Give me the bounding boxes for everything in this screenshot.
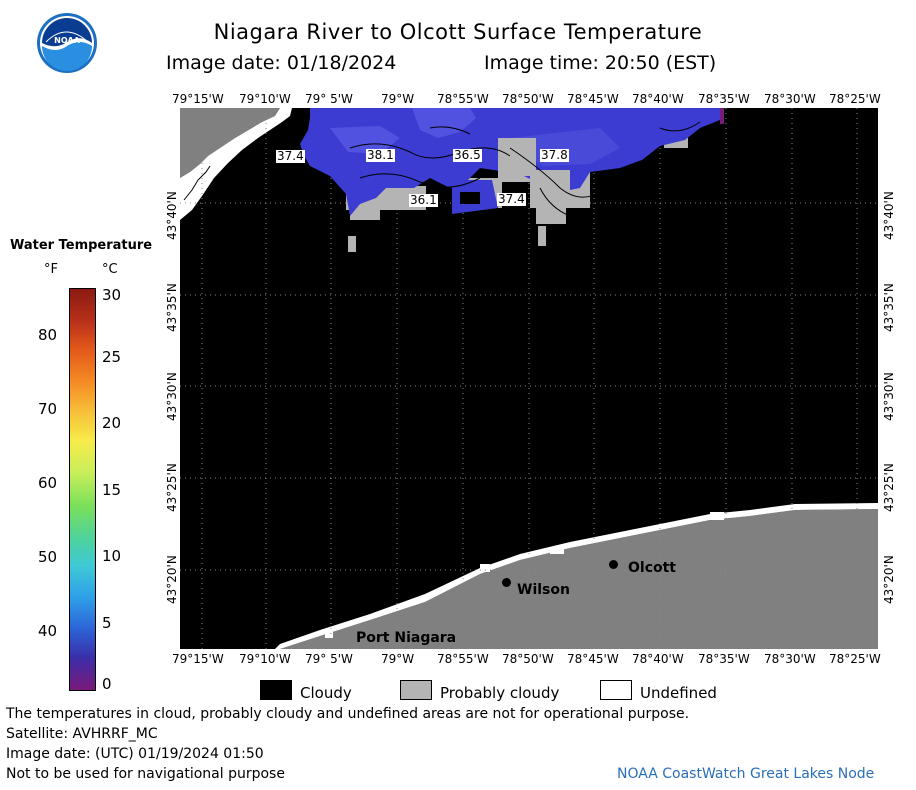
- scale-f-tick: 60: [38, 474, 58, 492]
- footer-satellite: Satellite: AVHRRF_MC: [6, 726, 158, 742]
- legend-swatch-undefined: [600, 680, 632, 700]
- lat-label: 43°30'N: [882, 372, 896, 421]
- temp-label: 38.1: [366, 148, 395, 162]
- lon-label: 79°W: [381, 652, 415, 666]
- lat-label: 43°20'N: [882, 555, 896, 604]
- lon-label: 78°25'W: [829, 92, 881, 106]
- temp-label: 37.4: [497, 192, 526, 206]
- legend-label-cloudy: Cloudy: [300, 684, 352, 702]
- lon-label: 78°30'W: [764, 92, 816, 106]
- lon-label: 79° 5'W: [305, 92, 353, 106]
- lat-label: 43°40'N: [882, 191, 896, 240]
- lon-label: 78°35'W: [698, 652, 750, 666]
- lon-label: 79°15'W: [172, 92, 224, 106]
- lon-label: 79°15'W: [172, 652, 224, 666]
- footer-utc-date: Image date: (UTC) 01/19/2024 01:50: [6, 746, 264, 762]
- scale-f-tick: 40: [38, 622, 58, 640]
- place-wilson: Wilson: [517, 582, 570, 598]
- wilson-marker-icon: [502, 578, 511, 587]
- footer-nav-warning: Not to be used for navigational purpose: [6, 766, 285, 782]
- lon-label: 78°25'W: [829, 652, 881, 666]
- color-scale-bar: [69, 288, 96, 691]
- scale-c-tick: 10: [102, 547, 122, 565]
- lon-label: 79°W: [381, 92, 415, 106]
- image-time: Image time: 20:50 (EST): [484, 52, 717, 74]
- temp-label: 36.1: [409, 193, 438, 207]
- scale-c-tick: 15: [102, 481, 122, 499]
- lat-label: 43°25'N: [165, 463, 179, 512]
- temp-label: 36.5: [453, 148, 482, 162]
- lon-label: 78°40'W: [632, 652, 684, 666]
- lon-label: 78°55'W: [437, 652, 489, 666]
- legend-swatch-cloudy: [260, 680, 292, 700]
- temp-label: 37.4: [276, 149, 305, 163]
- scale-c-tick: 0: [102, 675, 112, 693]
- lon-label: 79°10'W: [239, 92, 291, 106]
- place-olcott: Olcott: [628, 560, 677, 576]
- lat-label: 43°35'N: [882, 283, 896, 332]
- map-title: Niagara River to Olcott Surface Temperat…: [213, 20, 703, 44]
- olcott-marker-icon: [609, 560, 618, 569]
- scale-c-tick: 25: [102, 348, 122, 366]
- lon-label: 78°40'W: [632, 92, 684, 106]
- scale-c-tick: 30: [102, 286, 122, 304]
- legend-label-undefined: Undefined: [640, 684, 717, 702]
- lat-label: 43°25'N: [882, 463, 896, 512]
- temperature-contours: [349, 121, 701, 218]
- lat-label: 43°20'N: [165, 555, 179, 604]
- footer-note: The temperatures in cloud, probably clou…: [6, 706, 690, 722]
- lon-label: 78°45'W: [567, 652, 619, 666]
- scale-unit-f: °F: [44, 262, 58, 277]
- image-date: Image date: 01/18/2024: [166, 52, 397, 74]
- lon-label: 79°10'W: [239, 652, 291, 666]
- scale-c-tick: 5: [102, 614, 112, 632]
- place-port-niagara: Port Niagara: [356, 630, 457, 646]
- lat-label: 43°40'N: [165, 191, 179, 240]
- legend-swatch-probably-cloudy: [400, 680, 432, 700]
- temp-label: 37.8: [540, 148, 569, 162]
- scale-f-tick: 80: [38, 326, 58, 344]
- lon-label: 78°55'W: [437, 92, 489, 106]
- lon-label: 78°45'W: [567, 92, 619, 106]
- noaa-logo: NOAA: [36, 12, 98, 74]
- us-landmass: [275, 503, 878, 649]
- lon-label: 79° 5'W: [305, 652, 353, 666]
- legend-label-probably-cloudy: Probably cloudy: [440, 684, 560, 702]
- lon-label: 78°50'W: [502, 652, 554, 666]
- lat-label: 43°30'N: [165, 372, 179, 421]
- footer-credit: NOAA CoastWatch Great Lakes Node: [617, 766, 875, 782]
- scale-unit-c: °C: [102, 262, 118, 277]
- temperature-map: [180, 108, 878, 649]
- water-temperature-area: [300, 108, 724, 216]
- lon-label: 78°35'W: [698, 92, 750, 106]
- scale-title: Water Temperature: [10, 238, 153, 253]
- lat-label: 43°35'N: [165, 283, 179, 332]
- scale-c-tick: 20: [102, 414, 122, 432]
- scale-f-tick: 70: [38, 400, 58, 418]
- lon-label: 78°50'W: [502, 92, 554, 106]
- lon-label: 78°30'W: [764, 652, 816, 666]
- noaa-logo-text: NOAA: [54, 36, 80, 45]
- noaa-logo-icon: [37, 13, 97, 73]
- scale-f-tick: 50: [38, 548, 58, 566]
